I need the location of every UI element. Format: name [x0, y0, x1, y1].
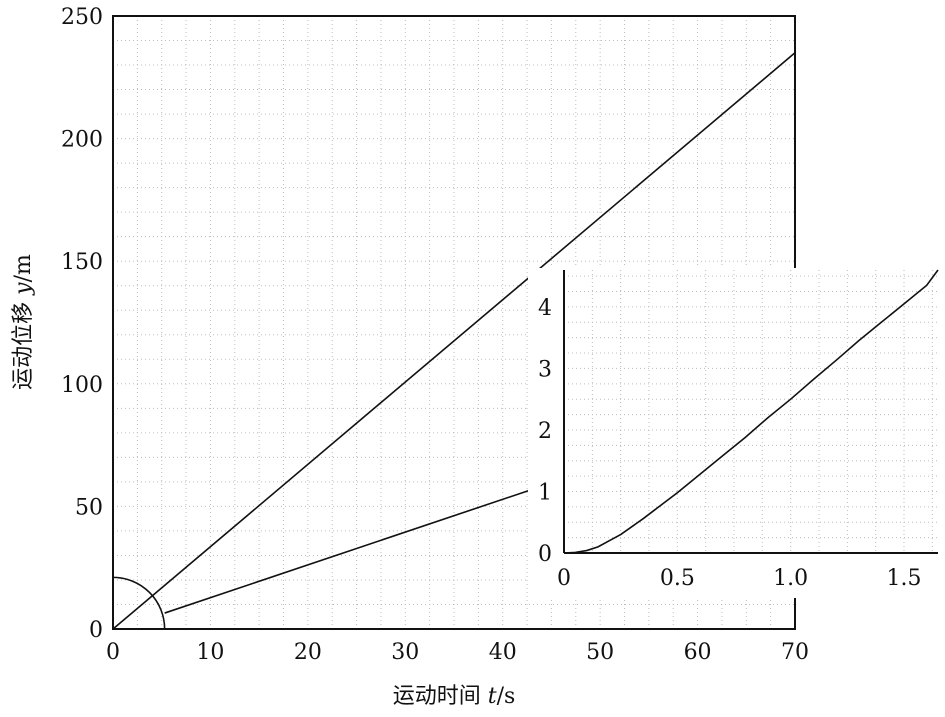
y-tick-label: 0 — [89, 618, 103, 643]
inset-series-line-1 — [563, 269, 939, 554]
y-tick-label: 250 — [61, 5, 103, 30]
x-tick-label: 10 — [196, 640, 224, 665]
inset-x-tick-label: 0 — [557, 566, 571, 591]
y-tick-label: 150 — [61, 250, 103, 275]
x-tick-label: 60 — [684, 640, 712, 665]
x-tick-label: 30 — [391, 640, 419, 665]
inset-y-tick-label: 0 — [538, 542, 552, 567]
inset-chart: 0 0.5 1.0 1.5 0 1 2 3 4 — [528, 268, 945, 598]
x-tick-label: 0 — [106, 640, 120, 665]
y-axis-title: 运动位移 y/m — [11, 254, 36, 390]
x-tick-label: 50 — [586, 640, 614, 665]
x-tick-label: 40 — [489, 640, 517, 665]
inset-x-tick-label: 0.5 — [660, 566, 695, 591]
x-tick-label: 20 — [294, 640, 322, 665]
inset-axes — [563, 270, 938, 554]
x-axis-title: 运动时间 t/s — [393, 684, 516, 709]
inset-y-tick-label: 3 — [538, 357, 552, 382]
inset-series — [563, 269, 939, 554]
y-tick-label: 50 — [75, 495, 103, 520]
y-tick-label: 100 — [61, 373, 103, 398]
y-tick-label: 200 — [61, 128, 103, 153]
inset-x-tick-label: 1.0 — [773, 566, 808, 591]
inset-y-tick-label: 4 — [538, 296, 552, 321]
inset-y-tick-label: 2 — [538, 419, 552, 444]
x-tick-label: 70 — [781, 640, 809, 665]
magnifier-arc — [112, 576, 166, 630]
inset-y-tick-label: 1 — [538, 480, 552, 505]
series-line-1 — [112, 52, 796, 630]
series-line-2 — [164, 489, 530, 614]
inset-tick-labels: 0 0.5 1.0 1.5 0 1 2 3 4 — [538, 296, 922, 591]
inset-x-tick-label: 1.5 — [887, 566, 922, 591]
main-series — [112, 52, 796, 630]
